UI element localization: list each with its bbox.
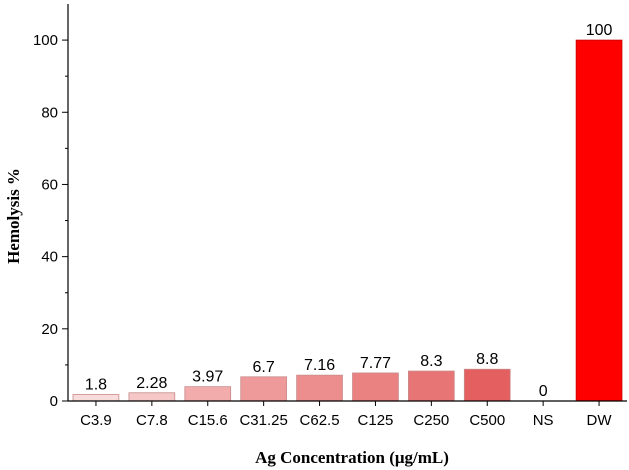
value-label-C62.5: 7.16 <box>304 357 335 374</box>
bar-C250 <box>408 370 455 402</box>
x-tick-label-C15.6: C15.6 <box>188 412 228 429</box>
bar-C31.25 <box>240 376 287 402</box>
y-axis-title: Hemolysis % <box>4 168 23 264</box>
value-label-DW: 100 <box>586 22 613 39</box>
value-labels-group: 1.8 2.28 3.97 6.7 7.16 7.77 8.3 8.8 0 100 <box>85 22 613 400</box>
y-tick-label-20: 20 <box>41 321 58 338</box>
y-axis: 0 20 40 60 80 100 <box>33 4 69 410</box>
x-axis-title: Ag Concentration (μg/mL) <box>255 448 449 467</box>
bar-DW <box>575 39 623 402</box>
bar-C15.6 <box>184 386 232 402</box>
value-label-C15.6: 3.97 <box>192 369 223 386</box>
bar-C7.8 <box>128 392 176 402</box>
value-label-C7.8: 2.28 <box>136 375 167 392</box>
x-axis: C3.9 C7.8 C15.6 C31.25 C62.5 C125 C250 C500 NS DW <box>68 400 627 429</box>
bar-C500 <box>463 368 511 402</box>
x-tick-label-C31.25: C31.25 <box>239 412 287 429</box>
x-tick-label-C62.5: C62.5 <box>300 412 340 429</box>
bar-C125 <box>352 372 399 402</box>
x-tick-label-C500: C500 <box>469 412 505 429</box>
x-tick-label-C125: C125 <box>358 412 394 429</box>
y-tick-label-0: 0 <box>50 393 58 410</box>
x-tick-label-C250: C250 <box>413 412 449 429</box>
value-label-C125: 7.77 <box>360 355 391 372</box>
x-tick-label-C3.9: C3.9 <box>80 412 112 429</box>
value-label-NS: 0 <box>539 383 548 400</box>
y-tick-label-40: 40 <box>41 249 58 266</box>
x-tick-label-DW: DW <box>587 412 613 429</box>
value-label-C31.25: 6.7 <box>253 359 275 376</box>
value-label-C500: 8.8 <box>476 351 498 368</box>
x-tick-label-C7.8: C7.8 <box>136 412 168 429</box>
bar-C3.9 <box>72 394 120 402</box>
bars-group <box>72 39 623 402</box>
value-label-C3.9: 1.8 <box>85 377 107 394</box>
x-tick-label-NS: NS <box>533 412 554 429</box>
y-tick-label-100: 100 <box>33 32 58 49</box>
y-tick-label-60: 60 <box>41 176 58 193</box>
y-tick-label-80: 80 <box>41 104 58 121</box>
value-label-C250: 8.3 <box>420 353 442 370</box>
bar-C62.5 <box>296 374 343 402</box>
